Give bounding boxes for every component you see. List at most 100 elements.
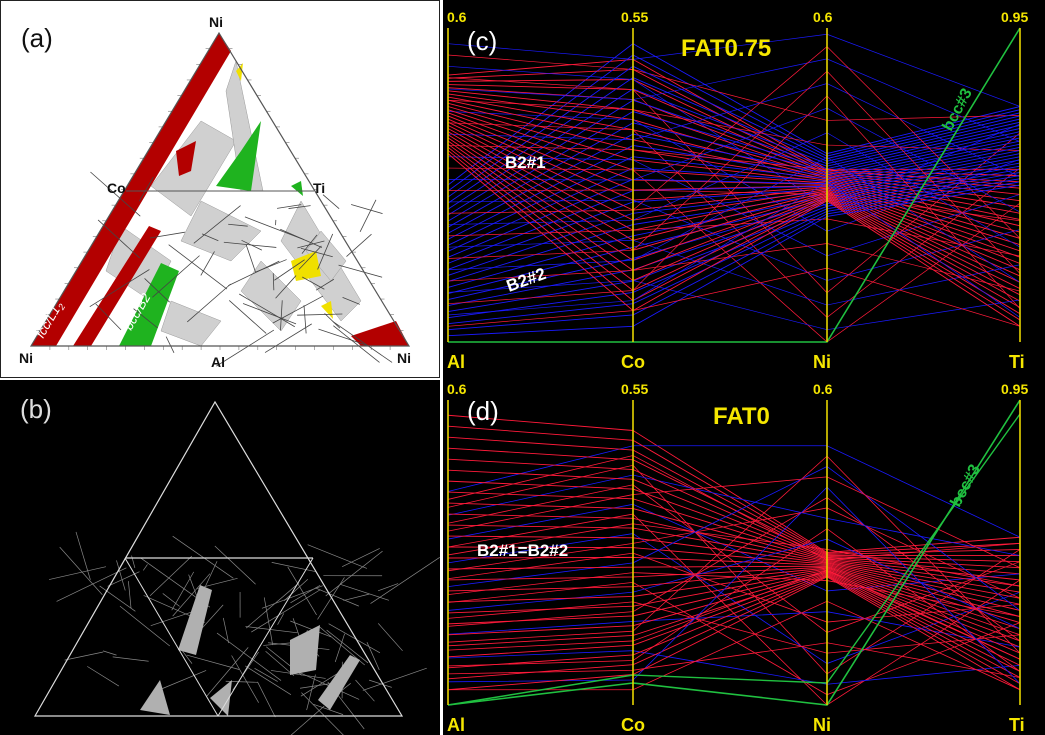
tie-line bbox=[165, 336, 175, 353]
density-line bbox=[283, 578, 309, 601]
series-line-red bbox=[447, 153, 1021, 327]
series-line-red bbox=[447, 106, 1021, 233]
series-line bbox=[447, 581, 1021, 696]
density-line bbox=[290, 705, 325, 735]
axis-max-c-ni: 0.6 bbox=[813, 9, 833, 25]
series-line bbox=[447, 528, 1021, 672]
series-line-blue bbox=[447, 54, 1021, 192]
tie-line bbox=[97, 219, 140, 259]
series-line-blue bbox=[447, 140, 1021, 252]
density-line bbox=[142, 564, 148, 571]
density-line bbox=[128, 581, 132, 609]
series-line-blue bbox=[447, 122, 1021, 228]
tie-region bbox=[160, 300, 222, 347]
series-line bbox=[447, 280, 1021, 331]
series-line bbox=[447, 181, 1021, 318]
tie-line bbox=[317, 233, 334, 270]
series-line-red bbox=[447, 572, 1021, 666]
series-line-blue bbox=[447, 150, 1021, 270]
series-line-blue bbox=[447, 99, 1021, 216]
series-line bbox=[447, 503, 1021, 592]
extra-region bbox=[291, 251, 321, 281]
density-line bbox=[355, 679, 375, 702]
series-line bbox=[447, 199, 1021, 281]
fcc-patch-2 bbox=[351, 321, 409, 346]
density-line bbox=[277, 613, 285, 625]
fcc-band-2 bbox=[73, 226, 161, 346]
series-line-red bbox=[447, 79, 1021, 183]
series-line bbox=[447, 552, 1021, 623]
tie-line bbox=[297, 313, 343, 316]
density-region bbox=[178, 585, 212, 655]
series-line bbox=[447, 538, 1021, 630]
series-line bbox=[447, 132, 1021, 248]
tie-line bbox=[324, 313, 341, 329]
parallel-coordinates-panels: 0.6 0.55 0.6 0.95 (c) FAT0.75 B2#1 B2#2 … bbox=[443, 0, 1045, 735]
series-line-blue bbox=[447, 168, 1021, 307]
density-line bbox=[265, 650, 295, 677]
tie-line bbox=[264, 323, 312, 353]
panel-label-c: (c) bbox=[467, 26, 497, 56]
series-line bbox=[447, 497, 1021, 642]
density-line bbox=[181, 649, 193, 664]
series-line-red bbox=[447, 556, 1021, 617]
tie-line bbox=[300, 247, 333, 258]
series-line-blue bbox=[447, 88, 1021, 210]
tie-line bbox=[201, 233, 219, 242]
series-line bbox=[447, 569, 1021, 660]
density-line bbox=[271, 562, 316, 572]
tie-line bbox=[168, 244, 228, 290]
density-line bbox=[150, 611, 193, 627]
series-line-red bbox=[447, 568, 1021, 642]
series-line-red bbox=[447, 121, 1021, 264]
tie-line bbox=[338, 264, 383, 278]
series-line-blue bbox=[447, 184, 1021, 337]
density-line bbox=[301, 692, 344, 735]
fcc-band bbox=[31, 33, 231, 346]
vertex-bottom-label: Al bbox=[211, 354, 225, 370]
vertex-left-label: Ni bbox=[19, 350, 33, 366]
axis-label-d-ni: Ni bbox=[813, 715, 831, 735]
series-line-red bbox=[447, 128, 1021, 277]
series-line-red bbox=[447, 68, 1021, 177]
series-line bbox=[447, 445, 1021, 538]
density-region bbox=[290, 625, 320, 675]
series-line-red bbox=[447, 469, 1021, 569]
inner-line-b3 bbox=[217, 557, 314, 717]
series-line-blue bbox=[447, 178, 1021, 325]
density-line bbox=[214, 545, 256, 585]
density-line bbox=[186, 654, 240, 670]
series-line-red bbox=[447, 575, 1021, 685]
series-line bbox=[447, 189, 1021, 222]
series-line-blue bbox=[447, 175, 1021, 319]
series-line bbox=[447, 46, 1021, 239]
series-line bbox=[447, 243, 1021, 292]
axis-max-c-al: 0.6 bbox=[447, 9, 467, 25]
tie-line bbox=[288, 205, 311, 209]
series-line-blue bbox=[447, 181, 1021, 331]
title-d: FAT0 bbox=[713, 403, 770, 430]
series-line bbox=[447, 455, 1021, 654]
density-line bbox=[315, 587, 359, 607]
series-line-red bbox=[447, 546, 1021, 611]
axis-max-c-co: 0.55 bbox=[621, 9, 648, 25]
series-line-blue bbox=[447, 162, 1021, 294]
tie-line bbox=[322, 194, 340, 209]
density-region bbox=[318, 655, 360, 710]
series-line bbox=[447, 267, 1021, 327]
density-line bbox=[362, 667, 427, 691]
tie-region bbox=[240, 260, 302, 332]
density-region bbox=[210, 680, 232, 716]
tie-line bbox=[149, 231, 185, 239]
tie-line bbox=[332, 321, 393, 363]
parallel-coordinates-svg: 0.6 0.55 0.6 0.95 (c) FAT0.75 B2#1 B2#2 … bbox=[447, 9, 1028, 735]
density-line bbox=[172, 573, 211, 617]
series-line-red bbox=[447, 502, 1021, 587]
axis-max-d-co: 0.55 bbox=[621, 381, 648, 397]
density-line bbox=[290, 620, 332, 638]
density-line bbox=[206, 647, 249, 697]
series-line-red bbox=[447, 131, 1021, 283]
bcc-patch bbox=[291, 181, 303, 196]
density-line bbox=[263, 597, 274, 646]
density-line bbox=[254, 667, 278, 682]
